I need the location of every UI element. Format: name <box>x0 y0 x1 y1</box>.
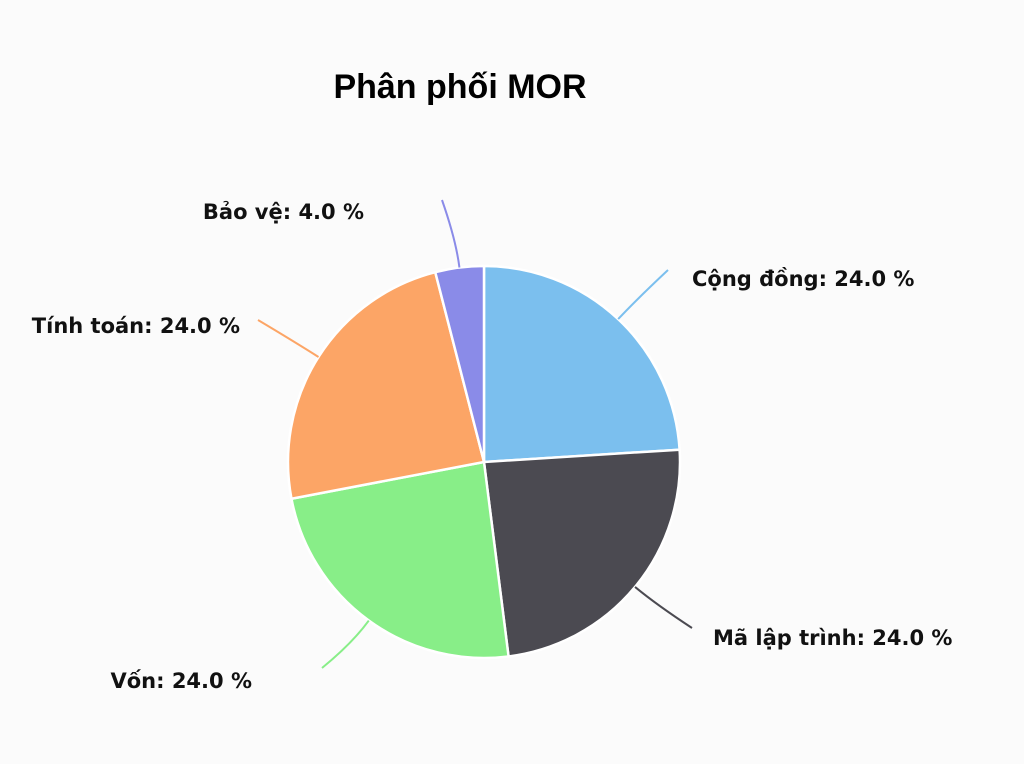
leader-line-ma-lap-trinh <box>634 586 693 629</box>
slice-label-tinh-toan: Tính toán: 24.0 % <box>32 314 240 338</box>
pie-slice-ma-lap-trinh <box>482 448 682 658</box>
slice-label-ma-lap-trinh: Mã lập trình: 24.0 % <box>713 626 952 650</box>
pie-slice-tinh-toan <box>286 270 486 500</box>
slice-label-von: Vốn: 24.0 % <box>110 669 252 693</box>
slice-label-bao-ve: Bảo vệ: 4.0 % <box>203 200 364 224</box>
slice-label-cong-dong: Cộng đồng: 24.0 % <box>692 267 914 291</box>
pie-slices <box>286 264 682 660</box>
slice-labels: Cộng đồng: 24.0 % Mã lập trình: 24.0 % Vốn… <box>32 200 953 693</box>
chart-title: Phân phối MOR <box>333 68 586 106</box>
pie-slice-cong-dong <box>482 264 681 464</box>
pie-slice-bao-ve <box>434 264 486 464</box>
leader-lines <box>257 199 693 669</box>
leader-line-cong-dong <box>617 269 669 320</box>
leader-line-tinh-toan <box>257 319 320 358</box>
pie-slice-von <box>290 460 510 660</box>
leader-line-von <box>321 619 370 669</box>
leader-line-bao-ve <box>441 199 461 268</box>
